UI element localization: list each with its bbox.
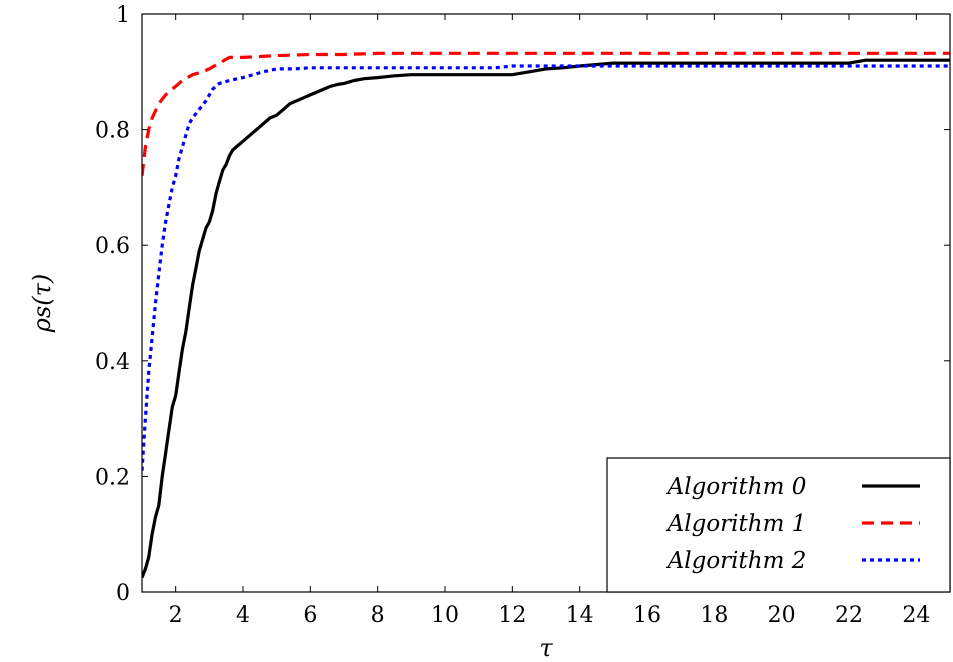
legend-label-2: Algorithm 2: [666, 548, 807, 574]
x-tick-label: 2: [169, 603, 183, 628]
legend-label-1: Algorithm 1: [666, 511, 807, 537]
series-line-0: [142, 58, 950, 579]
series-line-2: [142, 64, 950, 471]
x-axis-title: τ: [539, 634, 553, 662]
x-tick-label: 12: [498, 603, 526, 628]
x-tick-label: 4: [236, 603, 250, 628]
plot-frame: [141, 13, 951, 593]
x-tick-label: 10: [431, 603, 459, 628]
x-tick-label: 14: [566, 603, 594, 628]
legend-box: [606, 457, 951, 593]
y-tick-label: 1: [116, 3, 130, 28]
y-axis-title: ρs(τ): [28, 274, 56, 333]
y-tick-label: 0.8: [95, 119, 130, 144]
y-tick-label: 0.2: [95, 465, 130, 490]
series-layer: [142, 51, 950, 579]
x-tick-label: 18: [700, 603, 728, 628]
y-tick-label: 0.4: [95, 350, 130, 375]
legend: Algorithm 0 Algorithm 1 Algorithm 2: [606, 457, 951, 593]
y-tick-label: 0.6: [95, 234, 130, 259]
x-tick-label: 24: [902, 603, 930, 628]
y-tick-label: 0: [116, 581, 130, 606]
x-tick-label: 16: [633, 603, 661, 628]
legend-label-0: Algorithm 0: [666, 474, 807, 500]
x-tick-label: 22: [835, 603, 863, 628]
series-line-1: [142, 51, 950, 176]
x-tick-label: 6: [303, 603, 317, 628]
x-tick-label: 8: [371, 603, 385, 628]
x-tick-label: 20: [768, 603, 796, 628]
